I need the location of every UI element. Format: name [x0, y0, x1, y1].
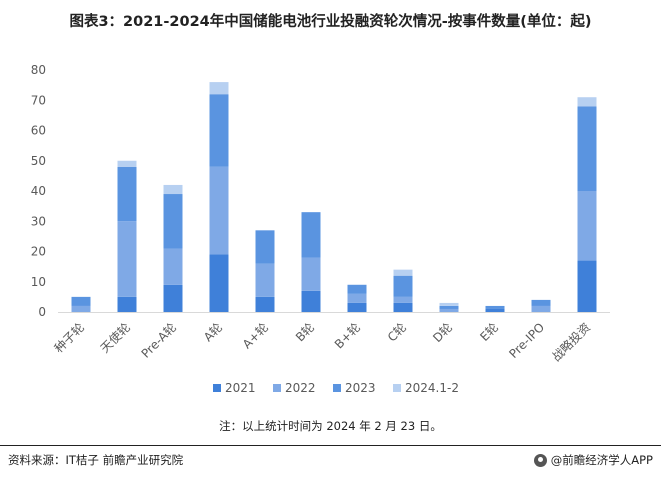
bar-segment [393, 296, 413, 303]
bar-segment [577, 106, 597, 191]
bar-segment [209, 94, 229, 167]
bar-segment [117, 296, 137, 312]
x-tick-label: A+轮 [240, 320, 271, 351]
bar-segment [531, 305, 551, 312]
bar-segment [255, 296, 275, 312]
footer-divider [0, 445, 661, 446]
bar-segment [71, 305, 91, 312]
bar-segment [439, 308, 459, 312]
bar-segment [255, 263, 275, 297]
bar-segment [117, 160, 137, 167]
bar-segment [393, 302, 413, 312]
x-tick-label: 种子轮 [52, 320, 87, 355]
source-text: 资料来源：IT桔子 前瞻产业研究院 [8, 453, 184, 467]
x-tick-label: D轮 [430, 320, 455, 345]
bar-segment [117, 166, 137, 222]
legend-label: 2024.1-2 [405, 381, 459, 395]
legend-swatch [393, 384, 401, 392]
y-tick-label: 70 [31, 93, 46, 107]
bar-segment [439, 305, 459, 309]
bar-segment [209, 166, 229, 255]
bar-segment [209, 82, 229, 95]
y-tick-label: 50 [31, 154, 46, 168]
bar-segment [393, 275, 413, 297]
legend-swatch [213, 384, 221, 392]
y-tick-label: 40 [31, 184, 46, 198]
x-tick-label: E轮 [477, 320, 501, 344]
bar-segment [163, 184, 183, 195]
bar-segment [531, 299, 551, 306]
bar-segment [301, 290, 321, 312]
legend-label: 2023 [345, 381, 376, 395]
brand-logo-icon [533, 453, 547, 467]
chart-title: 图表3：2021-2024年中国储能电池行业投融资轮次情况-按事件数量(单位：起… [69, 14, 592, 30]
brand-text: @前瞻经济学人APP [550, 453, 653, 467]
bar-segment [347, 293, 367, 303]
bar-segment [577, 97, 597, 107]
bar-segment [163, 248, 183, 285]
bar-segment [393, 269, 413, 276]
x-tick-label: A轮 [201, 320, 225, 344]
x-tick-label: 战略投资 [549, 320, 594, 365]
bar-segment [485, 308, 505, 312]
bar-segment [301, 212, 321, 258]
x-tick-label: B轮 [293, 320, 317, 344]
bar-segment [347, 284, 367, 294]
bar-segment [485, 305, 505, 309]
x-tick-label: Pre-IPO [506, 320, 547, 361]
bar-segment [301, 257, 321, 291]
x-tick-label: C轮 [385, 320, 409, 344]
bar-segment [577, 191, 597, 261]
legend-label: 2021 [225, 381, 256, 395]
bar-segment [255, 230, 275, 264]
y-tick-label: 20 [31, 245, 46, 259]
y-tick-label: 60 [31, 124, 46, 138]
y-tick-label: 10 [31, 275, 46, 289]
legend-swatch [333, 384, 341, 392]
brand-credit: @前瞻经济学人APP [533, 452, 653, 468]
bar-segment [163, 194, 183, 249]
y-tick-label: 30 [31, 214, 46, 228]
x-tick-label: 天使轮 [97, 320, 133, 356]
legend-swatch [273, 384, 281, 392]
bar-segment [439, 302, 459, 306]
bar-segment [577, 260, 597, 312]
x-tick-label: B+轮 [332, 320, 363, 351]
bar-segment [117, 221, 137, 297]
bar-segment [71, 296, 91, 306]
y-tick-label: 0 [38, 305, 46, 319]
chart-note: 注：以上统计时间为 2024 年 2 月 23 日。 [219, 419, 442, 433]
bar-segment [209, 254, 229, 312]
x-tick-label: Pre-A轮 [139, 320, 180, 361]
bar-segment [163, 284, 183, 312]
y-tick-label: 80 [31, 63, 46, 77]
bar-segment [347, 302, 367, 312]
legend-label: 2022 [285, 381, 316, 395]
